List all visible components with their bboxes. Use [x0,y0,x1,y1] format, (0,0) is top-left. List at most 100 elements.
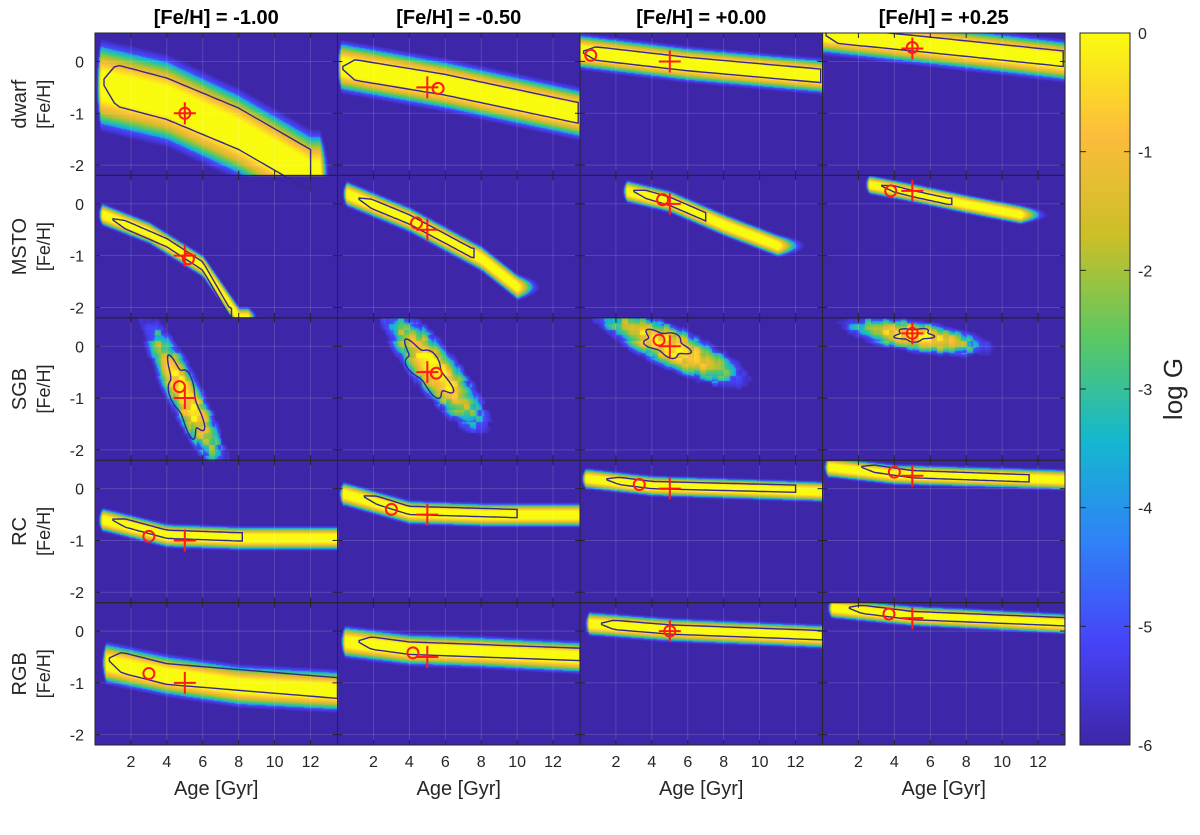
colorbar-tick-label: -1 [1138,145,1152,162]
colorbar-tick-label: 0 [1138,26,1147,43]
contour-line [358,197,475,259]
axis-ticks: 0 -1 -2 0 -1 -2 0 -1 -2 0 -1 -2 0 -1 -2 [70,33,1065,745]
panel-frame [94,32,338,176]
row-label: RC [Fe/H] [9,507,54,556]
colorbar-bar [1079,32,1131,746]
x-tick-label: 2 [369,754,378,771]
y-axis-label: [Fe/H] [34,80,54,129]
y-tick-label: -2 [70,728,84,745]
column-title: [Fe/H] = +0.25 [879,7,1009,29]
estimate-marker [431,81,445,95]
row-label: dwarf [Fe/H] [9,79,54,128]
x-tick-label: 2 [854,754,863,771]
contours [103,33,1065,700]
column-title: [Fe/H] = -1.00 [154,7,279,29]
markers [142,37,924,694]
estimate-marker [663,624,677,638]
estimate-marker [172,380,186,394]
x-tick-label: 12 [787,754,805,771]
panel-frame [94,602,338,746]
x-tick-label: 8 [962,754,971,771]
x-tick-label: 2 [611,754,620,771]
true-value-marker [416,503,439,526]
x-tick-label: 8 [234,754,243,771]
estimate-marker [142,529,156,543]
true-value-marker [416,76,439,99]
y-tick-label: -2 [70,443,84,460]
x-tick-label: 4 [405,754,414,771]
panel-frame [579,459,823,604]
y-tick-label: -1 [70,391,84,408]
x-tick-label: 4 [647,754,656,771]
estimate-marker [905,326,919,340]
x-tick-label: 10 [266,754,284,771]
contour-line [112,217,233,319]
x-tick-label: 6 [198,754,207,771]
colorbar-tick-label: -3 [1138,382,1152,399]
row-name: RC [9,517,31,546]
contour-line [582,46,822,84]
y-axis-label: [Fe/H] [34,649,54,698]
column-title: [Fe/H] = -0.50 [396,7,521,29]
y-tick-label: -1 [70,676,84,693]
y-tick-label: -2 [70,585,84,602]
x-tick-label: 12 [302,754,320,771]
row-label: SGB [Fe/H] [9,364,54,413]
x-tick-label: 12 [1029,754,1047,771]
estimate-marker [142,667,156,681]
colorbar: 0 -1 -2 -3 -4 -5 -6 log G [1079,26,1188,755]
true-value-marker [173,529,196,552]
panel-frame [579,317,823,461]
x-tick-label: 4 [890,754,899,771]
estimate-marker [884,184,898,198]
row-labels: dwarf [Fe/H]MSTO [Fe/H]SGB [Fe/H]RC [Fe/H]RG… [9,79,54,698]
contour-line [642,328,693,360]
x-tick-label: 10 [993,754,1011,771]
estimate-marker [584,48,598,62]
contour-line [103,64,312,193]
true-value-marker [901,607,924,630]
true-value-marker [658,620,681,643]
estimate-marker [652,333,666,347]
estimate-marker [905,40,919,54]
contour-line [848,604,1065,627]
true-value-marker [901,322,924,345]
panel-frame [337,174,581,319]
true-value-marker [658,477,681,500]
x-axis-label: Age [Gyr] [902,778,986,800]
y-tick-label: 0 [75,54,84,71]
true-value-marker [416,645,439,668]
x-tick-label: 4 [162,754,171,771]
panel-frame [337,317,581,461]
y-axis-label: [Fe/H] [34,364,54,413]
panel-frame [579,32,823,176]
true-value-marker [901,37,924,60]
estimate-marker [882,607,896,621]
colorbar-tick-label: -2 [1138,263,1152,280]
true-value-marker [658,192,681,215]
estimate-marker [384,502,398,516]
panel-frame [94,317,338,461]
y-tick-label: 0 [75,482,84,499]
estimate-marker [656,193,670,207]
contour-line [403,338,455,400]
row-label: RGB [Fe/H] [9,649,54,698]
estimate-marker [406,646,420,660]
x-axis-labels: 2 4 6 8 10 12 Age [Gyr] 2 4 6 8 10 12 Age [Gyr] 2 4 6 8 10… [126,754,1047,800]
x-tick-label: 10 [508,754,526,771]
x-axis-label: Age [Gyr] [659,778,743,800]
gridlines [95,33,1065,745]
contour-line [112,518,243,542]
true-value-marker [901,464,924,487]
true-value-marker [416,361,439,384]
y-tick-label: -2 [70,158,84,175]
true-value-marker [658,335,681,358]
contour-line [861,464,1030,483]
y-axis-label: [Fe/H] [34,222,54,271]
y-tick-label: 0 [75,624,84,641]
panel-frame [337,602,581,746]
x-tick-label: 10 [751,754,769,771]
contour-line [363,495,518,519]
contour-line [342,59,579,125]
